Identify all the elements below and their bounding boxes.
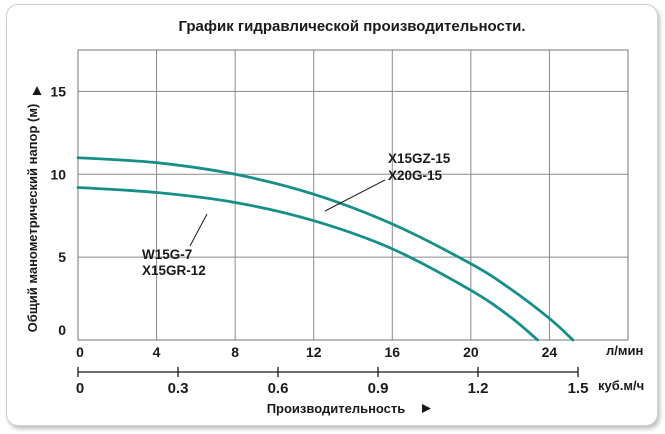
y-tick-labels: 0 5 10 15 — [50, 83, 66, 338]
x-axis-label: Производительность — [267, 401, 406, 416]
y-tick-label: 15 — [50, 83, 66, 99]
y-axis-arrow-icon — [32, 86, 42, 95]
x2-tick-label: 0.3 — [168, 380, 189, 397]
x2-tick-label: 1.5 — [568, 380, 589, 397]
y-tick-label: 0 — [58, 322, 66, 338]
x-axis-arrow-icon — [422, 404, 431, 413]
y-tick-label: 10 — [50, 166, 66, 182]
grid — [78, 50, 628, 340]
annotation-leader-top — [324, 179, 386, 212]
x-tick-label: 8 — [231, 344, 239, 360]
x2-tick-label: 1.2 — [468, 380, 489, 397]
x-tick-label: 24 — [542, 344, 558, 360]
series-label-top-line1: X15GZ-15 — [388, 151, 451, 166]
series-label-top-line2: X20G-15 — [388, 168, 443, 183]
series-label-bottom-line2: X15GR-12 — [142, 263, 206, 278]
plot-border — [77, 49, 629, 341]
series-line-2 — [76, 186, 540, 342]
annotation-leader-bottom — [189, 213, 208, 247]
x-tick-labels-secondary: 0 0.3 0.6 0.9 1.2 1.5 — [76, 367, 589, 397]
x-tick-label: 12 — [306, 344, 322, 360]
x2-tick-label: 0.9 — [368, 380, 389, 397]
x-unit-secondary: куб.м/ч — [598, 378, 644, 393]
series-label-bottom-line1: W15G-7 — [142, 247, 192, 262]
x-unit-primary: л/мин — [606, 343, 643, 358]
x2-tick-label: 0 — [76, 380, 84, 397]
x2-tick-label: 0.6 — [268, 380, 289, 397]
series-lines — [76, 156, 575, 342]
x-tick-label: 4 — [153, 344, 161, 360]
x-tick-labels-primary: 0 4 8 12 16 20 24 — [76, 344, 557, 360]
x-tick-label: 16 — [384, 344, 400, 360]
chart-title: График гидравлической производительности… — [178, 18, 525, 35]
x-tick-label: 20 — [463, 344, 479, 360]
x-tick-label: 0 — [76, 344, 84, 360]
y-tick-label: 5 — [58, 249, 66, 265]
y-axis-label: Общий манометрический напор (м) — [25, 104, 40, 333]
series-line-1 — [76, 156, 575, 342]
